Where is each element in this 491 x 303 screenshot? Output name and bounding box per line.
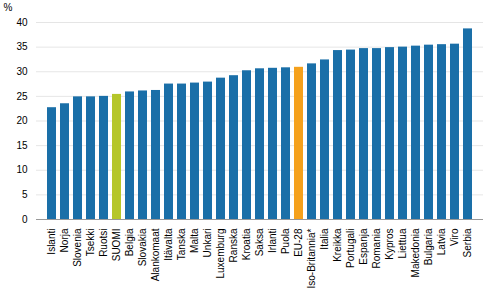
svg-text:Kypros: Kypros (384, 229, 395, 260)
svg-text:Makedonia: Makedonia (410, 228, 421, 277)
svg-text:Latvia: Latvia (436, 228, 447, 255)
svg-text:40: 40 (16, 17, 28, 28)
svg-text:Belgia: Belgia (124, 228, 135, 256)
svg-text:0: 0 (22, 214, 28, 225)
svg-text:Saksa: Saksa (254, 228, 265, 256)
svg-text:Bulgaria: Bulgaria (423, 228, 434, 265)
svg-text:Iso-Britannia*: Iso-Britannia* (306, 228, 317, 288)
svg-text:Slovakia: Slovakia (137, 228, 148, 266)
svg-text:Malta: Malta (189, 228, 200, 253)
svg-text:Alankomaat: Alankomaat (150, 228, 161, 281)
svg-text:Tanska: Tanska (176, 228, 187, 260)
svg-text:Romania: Romania (371, 228, 382, 268)
svg-text:Ranska: Ranska (228, 228, 239, 262)
svg-text:Puola: Puola (280, 228, 291, 254)
svg-text:Ruotsi: Ruotsi (98, 229, 109, 257)
svg-text:Norja: Norja (59, 228, 70, 252)
svg-text:%: % (4, 2, 13, 13)
svg-text:10: 10 (16, 164, 28, 175)
svg-text:5: 5 (22, 189, 28, 200)
svg-text:SUOMI: SUOMI (111, 229, 122, 262)
svg-text:Itävalta: Itävalta (163, 228, 174, 261)
svg-text:Unkari: Unkari (202, 229, 213, 258)
svg-text:Portugali: Portugali (345, 229, 356, 268)
svg-text:30: 30 (16, 66, 28, 77)
svg-text:Kroatia: Kroatia (241, 228, 252, 260)
svg-text:15: 15 (16, 140, 28, 151)
svg-text:35: 35 (16, 41, 28, 52)
svg-text:Liettua: Liettua (397, 228, 408, 258)
svg-text:Luxemburg: Luxemburg (215, 229, 226, 279)
svg-text:Espanja: Espanja (358, 228, 369, 265)
svg-text:Italia: Italia (319, 228, 330, 250)
svg-text:Slovenia: Slovenia (72, 228, 83, 267)
svg-text:Serbia: Serbia (462, 228, 473, 257)
svg-text:Tsekki: Tsekki (85, 229, 96, 257)
svg-text:Irlanti: Irlanti (267, 229, 278, 253)
svg-text:Viro: Viro (449, 228, 460, 246)
svg-text:20: 20 (16, 115, 28, 126)
svg-text:25: 25 (16, 91, 28, 102)
svg-text:Kreikka: Kreikka (332, 228, 343, 262)
svg-text:EU-28: EU-28 (293, 228, 304, 257)
svg-text:Islanti: Islanti (46, 229, 57, 255)
